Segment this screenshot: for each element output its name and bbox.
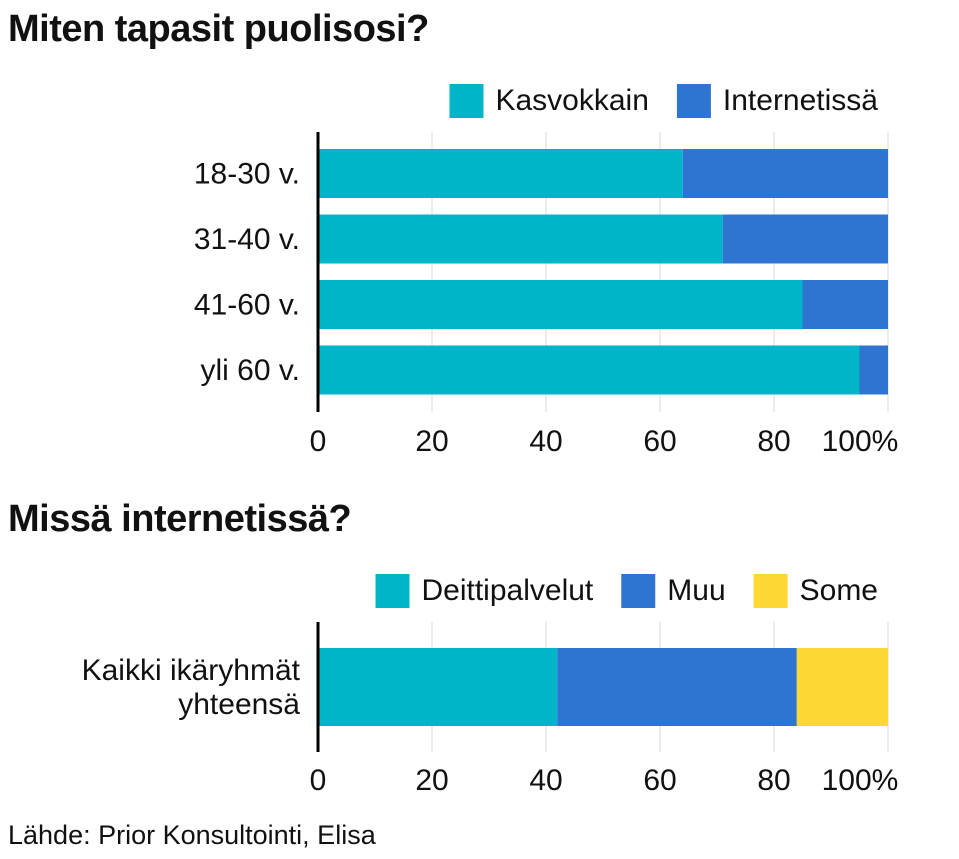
legend-label-some: Some bbox=[800, 574, 878, 607]
chart-title-meeting: Miten tapasit puolisosi? bbox=[8, 8, 429, 50]
bar-yli-60-v-kasvokkain bbox=[318, 345, 860, 395]
legend-swatch-internetissä bbox=[676, 84, 711, 118]
legend-swatch-muu bbox=[621, 574, 656, 608]
x-tick-label-0: 0 bbox=[310, 425, 327, 458]
bar-41-60-v-internetissä bbox=[802, 280, 888, 329]
x-tick-label-60: 60 bbox=[643, 425, 676, 458]
x-tick-label-80: 80 bbox=[757, 764, 790, 797]
bar-18-30-v-kasvokkain bbox=[318, 149, 683, 198]
legend-swatch-kasvokkain bbox=[449, 84, 484, 118]
category-label-kaikki-ikäryhmät-yhteensä-0: Kaikki ikäryhmät bbox=[82, 654, 301, 687]
bar-41-60-v-kasvokkain bbox=[318, 280, 803, 329]
legend-label-muu: Muu bbox=[667, 574, 725, 607]
legend-label-deittipalvelut: Deittipalvelut bbox=[422, 574, 594, 607]
category-label-yli-60-v: yli 60 v. bbox=[201, 354, 300, 387]
legend-label-kasvokkain: Kasvokkain bbox=[495, 84, 648, 117]
x-tick-label-100: 100% bbox=[822, 764, 899, 797]
category-label-18-30-v: 18-30 v. bbox=[194, 158, 300, 191]
x-tick-label-40: 40 bbox=[529, 764, 562, 797]
bar-kaikki-ikäryhmät-yhteensä-muu bbox=[557, 648, 797, 726]
bar-31-40-v-internetissä bbox=[722, 214, 888, 264]
category-label-31-40-v: 31-40 v. bbox=[194, 223, 300, 256]
legend-swatch-some bbox=[753, 574, 788, 608]
category-label-41-60-v: 41-60 v. bbox=[194, 289, 300, 322]
bar-18-30-v-internetissä bbox=[682, 149, 888, 198]
x-tick-label-20: 20 bbox=[415, 764, 448, 797]
x-tick-label-100: 100% bbox=[822, 425, 899, 458]
chart-meeting-spouse: 18-30 v. 31-40 v. 41-60 v. yli 60 v. 0 20 40 60… bbox=[194, 84, 899, 458]
bar-kaikki-ikäryhmät-yhteensä-deittipalvelut bbox=[318, 648, 558, 726]
legend-swatch-deittipalvelut bbox=[375, 574, 410, 608]
x-tick-label-80: 80 bbox=[757, 425, 790, 458]
legend-label-internetissä: Internetissä bbox=[723, 84, 878, 117]
x-tick-label-0: 0 bbox=[310, 764, 327, 797]
category-label-kaikki-ikäryhmät-yhteensä-1: yhteensä bbox=[178, 688, 300, 721]
bar-yli-60-v-internetissä bbox=[859, 345, 888, 395]
bar-kaikki-ikäryhmät-yhteensä-some bbox=[796, 648, 888, 726]
bar-31-40-v-kasvokkain bbox=[318, 214, 723, 264]
x-tick-label-20: 20 bbox=[415, 425, 448, 458]
source-note: Lähde: Prior Konsultointi, Elisa bbox=[8, 820, 376, 850]
chart-title-internet: Missä internetissä? bbox=[8, 498, 352, 540]
x-tick-label-40: 40 bbox=[529, 425, 562, 458]
x-tick-label-60: 60 bbox=[643, 764, 676, 797]
